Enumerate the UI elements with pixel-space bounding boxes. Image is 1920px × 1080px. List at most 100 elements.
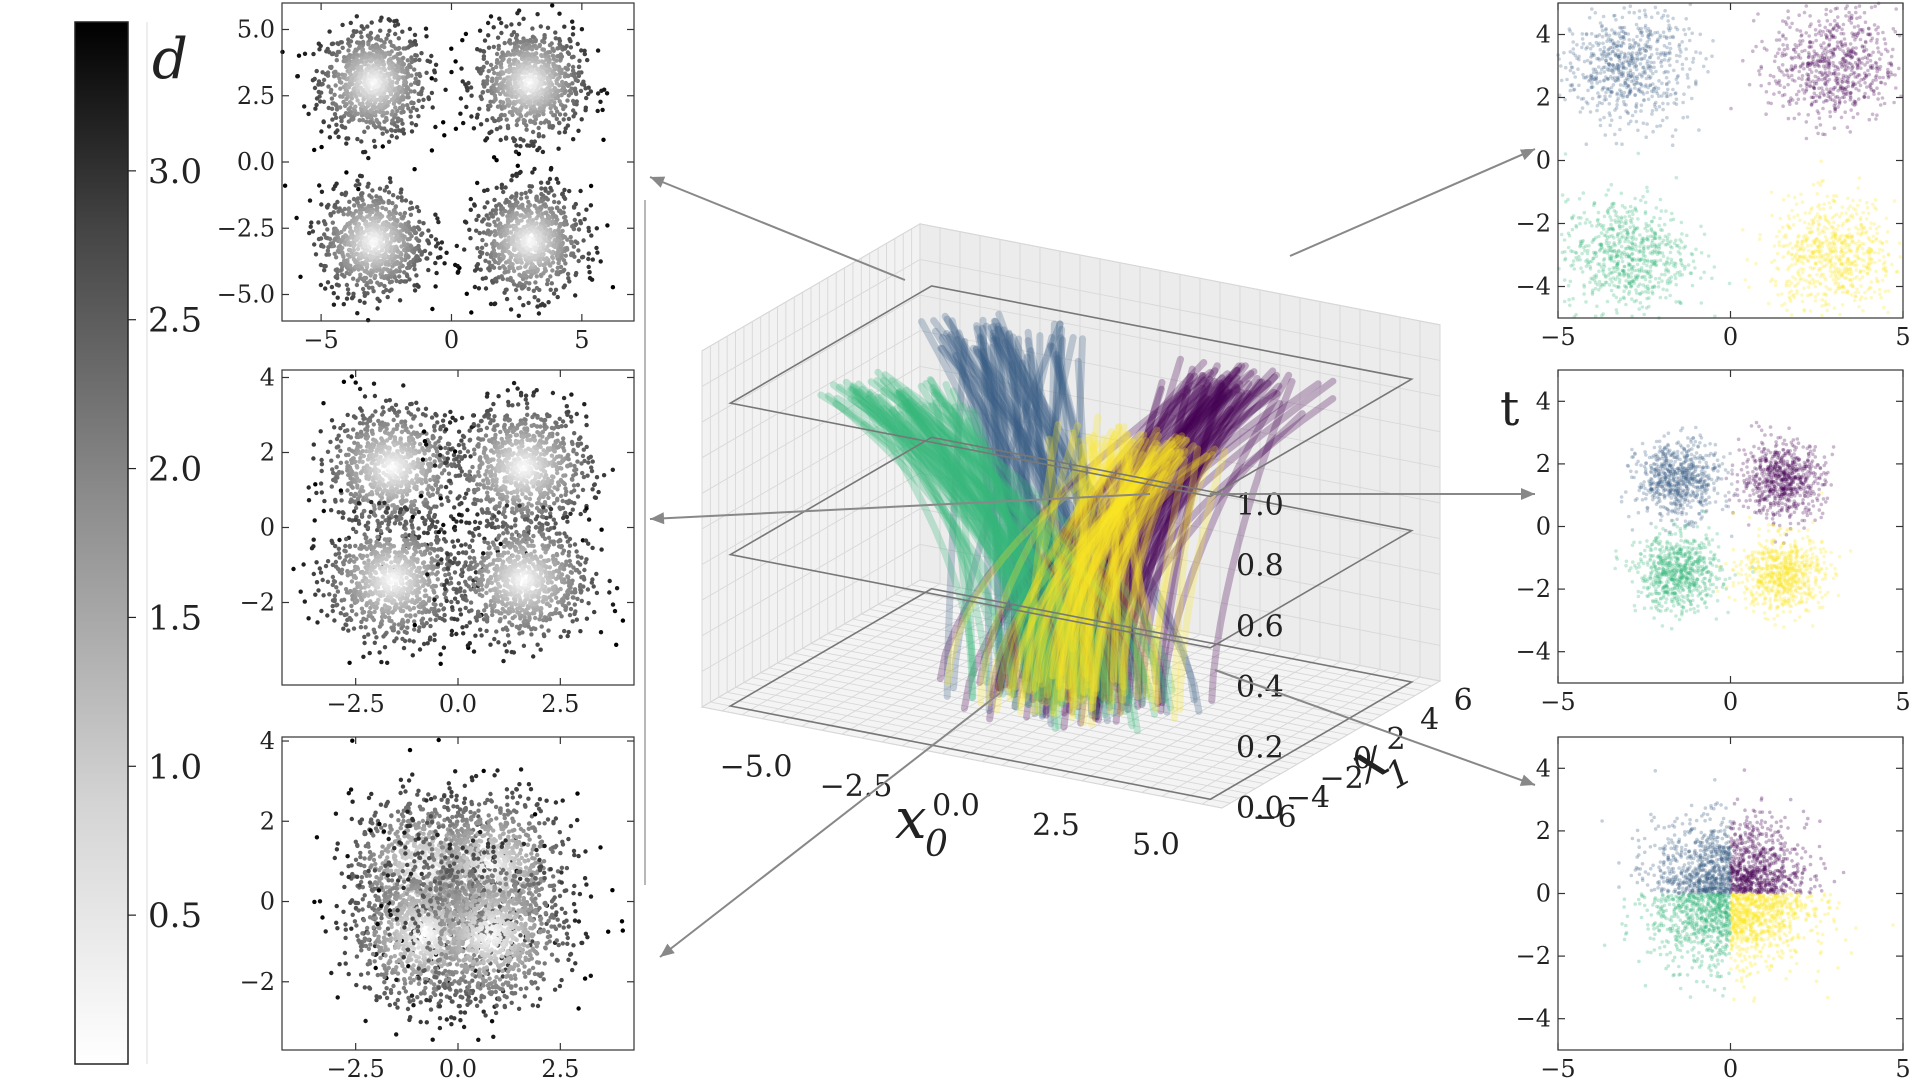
scatter-point <box>392 23 398 28</box>
scatter-point <box>562 24 567 29</box>
scatter-point <box>547 43 553 48</box>
scatter-point <box>319 468 324 474</box>
scatter-point <box>368 278 373 284</box>
scatter-point <box>359 34 364 40</box>
scatter-point <box>498 429 503 435</box>
scatter-point <box>397 298 403 303</box>
scatter-point <box>376 487 381 492</box>
scatter-point <box>379 102 385 108</box>
scatter-point <box>338 105 343 110</box>
scatter-point <box>384 227 389 232</box>
scatter-point <box>449 462 454 467</box>
scatter-point <box>501 100 506 105</box>
scatter-point <box>576 258 581 264</box>
scatter-point <box>369 20 374 25</box>
scatter-point <box>510 262 515 267</box>
scatter-point <box>333 267 338 273</box>
scatter-point <box>372 110 377 116</box>
scatter-point <box>365 33 371 38</box>
scatter-point <box>386 449 392 455</box>
scatter-point <box>506 69 512 75</box>
scatter-point <box>367 193 372 198</box>
scatter-point <box>385 276 391 281</box>
scatter-point <box>389 470 394 475</box>
scatter-point <box>382 126 387 131</box>
scatter-point <box>594 245 599 251</box>
scatter-point <box>328 241 333 246</box>
scatter-point <box>329 51 335 57</box>
scatter-point <box>569 55 575 60</box>
scatter-point <box>372 105 377 110</box>
scatter-point <box>551 517 556 522</box>
scatter-point <box>561 117 566 122</box>
scatter-point <box>525 437 530 442</box>
scatter-point <box>389 112 394 117</box>
scatter-point <box>524 113 529 118</box>
scatter-point <box>523 397 528 402</box>
scatter-point <box>298 274 303 279</box>
scatter-point <box>417 219 422 224</box>
scatter-point <box>339 123 344 129</box>
scatter-point <box>358 451 363 456</box>
x-tick-label: −5 <box>303 326 338 354</box>
scatter-point <box>365 318 371 323</box>
scatter-point <box>334 107 340 112</box>
scatter-point <box>366 155 371 161</box>
scatter-point <box>475 246 480 251</box>
scatter-point <box>412 414 417 419</box>
scatter-point <box>479 245 485 250</box>
scatter-point <box>491 25 496 30</box>
scatter-point <box>499 20 504 26</box>
scatter-point <box>553 287 559 292</box>
scatter-point <box>498 125 503 130</box>
scatter-point <box>517 272 522 277</box>
scatter-point <box>346 61 352 66</box>
scatter-point <box>424 34 429 39</box>
scatter-point <box>336 209 341 214</box>
scatter-point <box>424 442 429 447</box>
scatter-point <box>576 128 581 133</box>
scatter-point <box>399 128 404 133</box>
scatter-point <box>573 90 579 95</box>
scatter-point <box>364 222 369 227</box>
scatter-point <box>584 207 589 212</box>
scatter-point <box>359 196 364 201</box>
scatter-point <box>355 136 360 142</box>
scatter-point <box>543 237 548 242</box>
scatter-point <box>359 226 364 231</box>
scatter-point <box>347 220 352 226</box>
scatter-point <box>368 216 373 221</box>
scatter-point <box>527 281 532 286</box>
scatter-point <box>416 208 422 214</box>
scatter-point <box>562 215 567 220</box>
scatter-point <box>528 242 533 247</box>
scatter-point <box>404 226 409 231</box>
scatter-point <box>386 481 391 486</box>
scatter-point <box>553 242 558 247</box>
scatter-point <box>384 115 389 121</box>
scatter-point <box>521 273 526 278</box>
scatter-point <box>516 151 522 157</box>
scatter-point <box>367 254 373 259</box>
scatter-point <box>552 86 557 91</box>
scatter-point <box>427 59 433 64</box>
scatter-point <box>306 111 311 117</box>
scatter-point <box>546 190 551 195</box>
scatter-point <box>332 183 338 189</box>
scatter-point <box>427 456 433 461</box>
scatter-point <box>494 51 500 57</box>
scatter-point <box>353 471 359 476</box>
scatter-point <box>507 224 512 229</box>
scatter-point <box>442 261 447 266</box>
scatter-point <box>557 130 562 135</box>
scatter-point <box>306 498 312 503</box>
left-top-scatter: −5 0 55.02.50.0−2.5−5.0 <box>217 2 635 354</box>
scatter-point <box>536 311 542 316</box>
scatter-point <box>334 282 340 287</box>
scatter-point <box>508 62 513 67</box>
scatter-point <box>338 460 344 465</box>
scatter-point <box>518 234 523 239</box>
scatter-point <box>545 414 550 419</box>
scatter-point <box>516 218 522 224</box>
scatter-point <box>477 473 482 479</box>
